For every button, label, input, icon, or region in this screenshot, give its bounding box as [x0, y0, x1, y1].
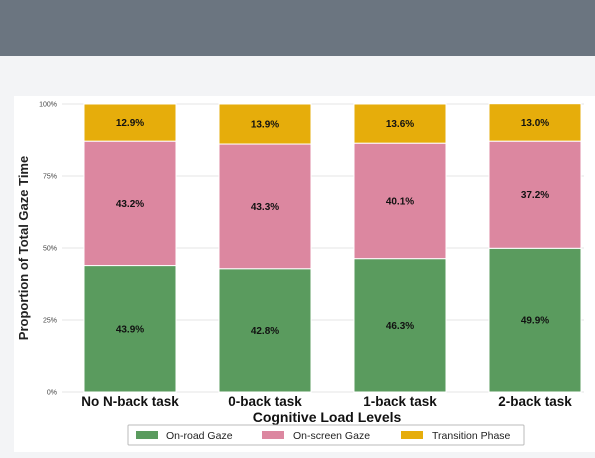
data-labels-layer: 43.9% 43.2% 12.9% 42.8% 43.3% 13.9% 46.3% 40.1%… [116, 118, 549, 337]
data-label: 12.9% [116, 118, 144, 129]
bar-segment [488, 103, 582, 142]
data-label: 13.6% [386, 119, 414, 130]
y-axis-label: Proportion of Total Gaze Time [16, 156, 31, 340]
x-tick-label: No N-back task [81, 394, 179, 409]
bar-segment [218, 103, 312, 145]
data-label: 46.3% [386, 321, 414, 332]
legend-box [127, 424, 525, 446]
bar-segment [353, 258, 447, 393]
data-label: 13.0% [521, 118, 549, 129]
bar-segment [488, 247, 582, 393]
bar-segment [218, 143, 312, 270]
x-axis-label: Cognitive Load Levels [253, 409, 402, 425]
bars-layer [83, 103, 582, 393]
legend-label-transition: Transition Phase [432, 430, 511, 442]
data-label: 13.9% [251, 120, 279, 131]
data-label: 37.2% [521, 190, 549, 201]
y-tick-label: 50% [43, 246, 57, 253]
legend-swatch-on-road [136, 431, 158, 439]
legend-label-on-road: On-road Gaze [166, 430, 233, 442]
data-label: 42.8% [251, 326, 279, 337]
legend-swatch-on-screen [262, 431, 284, 439]
bar-segment [83, 140, 177, 267]
top-banner [0, 0, 595, 56]
legend-swatch-transition [401, 431, 423, 439]
y-tick-label: 75% [43, 174, 57, 181]
legend-label-on-screen: On-screen Gaze [293, 430, 370, 442]
bar-segment [83, 103, 177, 142]
data-label: 43.9% [116, 324, 144, 335]
data-label: 43.2% [116, 199, 144, 210]
bar-segment [218, 268, 312, 393]
bar-segment [83, 265, 177, 393]
x-tick-label: 2-back task [498, 394, 572, 409]
data-label: 49.9% [521, 316, 549, 327]
y-tick-label: 25% [43, 318, 57, 325]
y-tick-label: 0% [47, 390, 57, 397]
bar-segment [488, 140, 582, 249]
x-tick-label: 0-back task [228, 394, 302, 409]
bar-segment [353, 142, 447, 260]
x-tick-label: 1-back task [363, 394, 437, 409]
data-label: 43.3% [251, 202, 279, 213]
data-label: 40.1% [386, 196, 414, 207]
legend: On-road Gaze On-screen Gaze Transition P… [127, 424, 525, 446]
bar-segment [353, 103, 447, 144]
y-tick-label: 100% [39, 102, 57, 109]
axis-layer: 0% 25% 50% 75% 100% No N-back task 0-back task… [39, 102, 572, 410]
